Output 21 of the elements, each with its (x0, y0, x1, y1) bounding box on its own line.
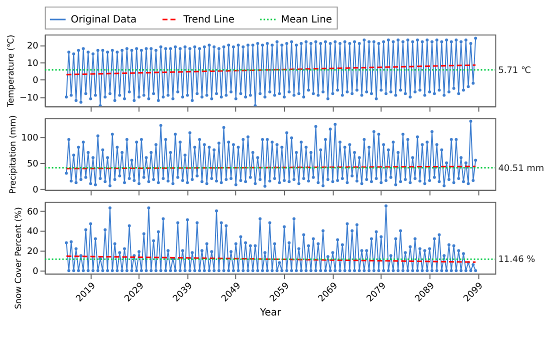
text: 11.46 % (498, 255, 536, 266)
y-tick-label: 60 (26, 207, 39, 218)
y-tick-label: 20 (26, 247, 39, 258)
legend-label: Original Data (70, 14, 137, 26)
legend-label: Trend Line (182, 14, 234, 26)
y-axis-title: Temperature (℃) (5, 34, 16, 108)
y-tick-label: −10 (19, 94, 39, 104)
y-axis-title: Precipitation (mm) (7, 115, 18, 194)
text: 5.71 ℃ (498, 66, 532, 76)
y-tick-label: 100 (21, 133, 39, 144)
y-tick-label: 50 (26, 159, 39, 170)
y-tick-label: 0 (32, 185, 39, 196)
y-tick-label: 10 (26, 58, 39, 69)
y-tick-label: 0 (32, 76, 39, 86)
y-axis-title: Snow Cover Percent (%) (12, 207, 23, 310)
y-tick-label: 40 (26, 227, 39, 238)
legend-label: Mean Line (280, 14, 332, 26)
y-tick-label: 0 (32, 267, 39, 278)
x-axis-title: Year (258, 308, 282, 318)
text: 40.51 mm (498, 164, 544, 174)
y-tick-label: 20 (26, 42, 39, 52)
